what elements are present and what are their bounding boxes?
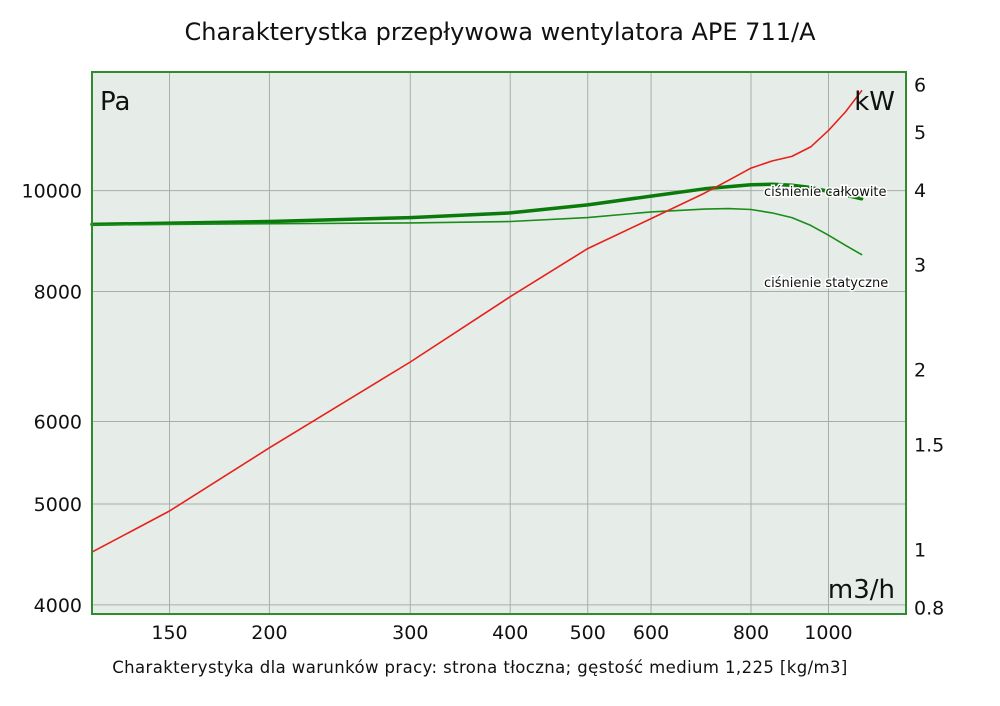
left-tick-labels: 4000 5000 6000 8000 10000	[22, 181, 82, 617]
total-pressure-line	[90, 182, 864, 227]
series-label-static-pressure: ciśnienie statyczne	[764, 276, 888, 291]
x-tick-label: 300	[392, 622, 428, 644]
x-tick-label: 800	[733, 622, 769, 644]
right-tick-label: 1	[914, 540, 926, 562]
chart-title: Charakterystka przepływowa wentylatora A…	[184, 18, 816, 46]
right-tick-label: 3	[914, 254, 926, 276]
right-tick-label: 4	[914, 180, 926, 202]
left-tick-label: 4000	[34, 595, 82, 617]
x-tick-label: 1000	[804, 622, 852, 644]
right-tick-label: 6	[914, 75, 926, 97]
x-tick-labels: 150 200 300 400 500 600 800 1000	[151, 622, 852, 644]
plot-frame	[91, 71, 907, 615]
right-tick-label: 1.5	[914, 434, 944, 456]
x-tick-label: 400	[492, 622, 528, 644]
x-tick-label: 500	[570, 622, 606, 644]
right-tick-labels: 0.8 1 1.5 2 3 4 5 6	[914, 75, 944, 620]
series-label-total-pressure: ciśnienie całkowite	[764, 185, 887, 200]
power-line	[91, 90, 863, 553]
left-tick-label: 8000	[34, 281, 82, 303]
right-tick-label: 0.8	[914, 597, 944, 619]
x-tick-label: 200	[251, 622, 287, 644]
plot-background	[92, 72, 906, 614]
y-gridlines	[92, 190, 906, 606]
x-tick-label: 600	[633, 622, 669, 644]
left-tick-label: 6000	[34, 412, 82, 434]
static-pressure-line	[91, 207, 863, 256]
right-tick-label: 5	[914, 122, 926, 144]
left-tick-label: 10000	[22, 181, 82, 203]
left-tick-label: 5000	[34, 494, 82, 516]
left-axis-unit: Pa	[100, 87, 130, 117]
series-layer	[90, 90, 864, 553]
x-tick-label: 150	[151, 622, 187, 644]
chart-caption: Charakterystyka dla warunków pracy: stro…	[112, 658, 848, 677]
right-axis-unit: kW	[854, 87, 895, 117]
right-tick-label: 2	[914, 360, 926, 382]
x-gridlines	[169, 72, 829, 614]
x-axis-unit: m3/h	[828, 575, 895, 605]
